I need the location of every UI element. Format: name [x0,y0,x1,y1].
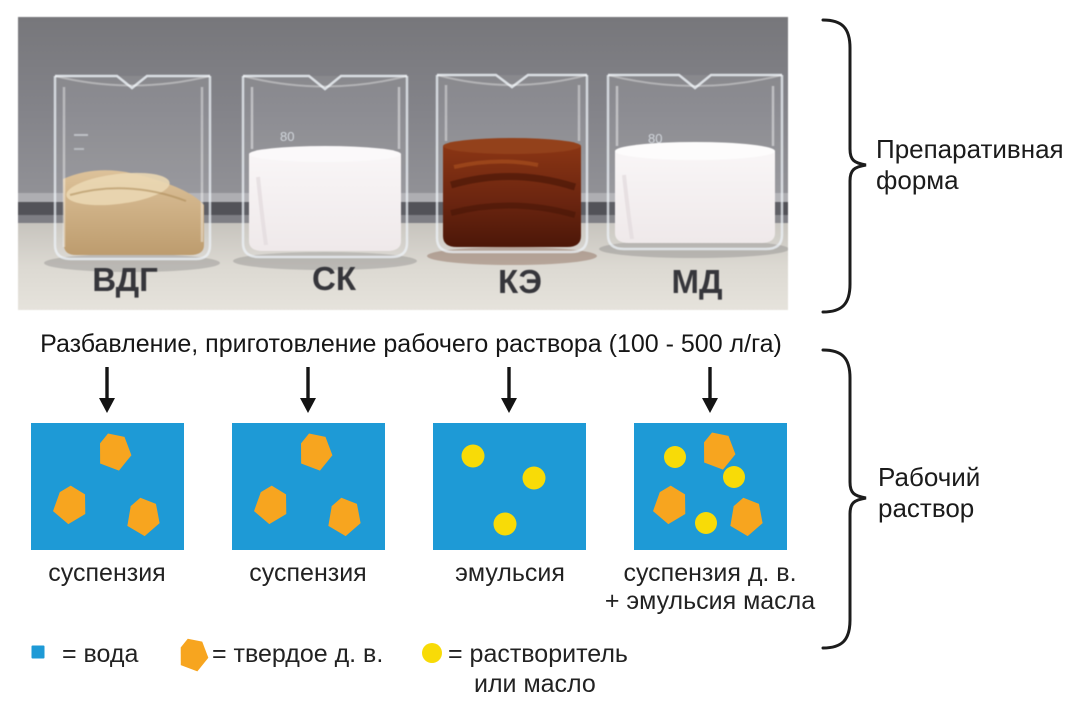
solid-particle-icon [730,497,763,537]
brace-icon [821,18,867,314]
solid-particle-icon [301,433,333,471]
working-solution-line1: Рабочий [878,462,981,492]
beaker-4: 80 МД [606,73,784,300]
beakers-photo: ВДГ 80 СК [18,17,788,310]
beaker-1: ВДГ [53,74,212,298]
solution-label-4: суспензия д. в. + эмульсия масла [590,559,830,615]
brace-icon [821,348,867,650]
solution-label-2: суспензия [188,559,428,587]
table-rail-light [18,193,788,202]
down-arrow-icon-2 [299,367,317,413]
solid-particle-icon [127,497,160,537]
dilution-text: Разбавление, приготовление рабочего раст… [40,330,782,358]
legend-oil-line1: = растворитель [448,640,628,668]
down-arrow-icon-3 [500,367,518,413]
solution-label-line1: суспензия д. в. [623,559,797,587]
preparative-form-brace [818,14,874,316]
beaker-2: 80 СК [241,74,409,297]
solution-box-suspension-2 [232,423,385,550]
beaker-4-label: МД [672,263,723,300]
oil-droplet-icon [493,512,517,536]
solution-label-line2: + эмульсия масла [604,587,816,615]
beaker-1-label: ВДГ [92,261,158,298]
working-solution-brace [818,344,874,654]
working-solution-label: Рабочий раствор [878,462,980,524]
solid-particle-icon [653,485,686,525]
legend-water-icon [31,645,45,664]
preparative-form-line1: Препаративная [876,134,1064,164]
oil-droplet-icon [695,512,717,534]
solid-particle-icon [254,485,287,525]
solution-label-line1: эмульсия [455,559,565,587]
beaker-2-label: СК [312,260,357,297]
solution-label-line1: суспензия [48,559,166,587]
beaker-3: КЭ [435,73,589,300]
beaker-4-graduation: 80 [648,131,662,146]
legend-water-text: = вода [62,640,139,668]
solution-box-suspension-1 [31,423,184,550]
legend-solid-text: = твердое д. в. [212,640,384,668]
table-rail-mid [18,215,788,223]
oil-droplet-icon [664,446,686,468]
solution-label-1: суспензия [0,559,227,587]
solution-label-line1: суспензия [249,559,367,587]
legend-oil-text: = растворитель или масло [448,641,628,698]
solution-box-emulsion [433,423,586,550]
legend-oil-icon [421,642,443,669]
oil-droplet-icon [522,466,546,490]
oil-droplet-icon [723,466,745,488]
beaker-3-label: КЭ [498,263,542,300]
solid-particle-icon [53,485,86,525]
working-solution-line2: раствор [878,493,975,523]
solid-particle-icon [100,433,132,471]
beaker-2-graduation: 80 [280,129,294,144]
oil-droplet-icon [461,444,485,468]
solid-particle-icon [704,432,736,470]
preparative-form-label: Препаративная форма [876,134,1064,196]
down-arrow-icon-4 [701,367,719,413]
down-arrow-icon-1 [98,367,116,413]
legend-oil-line2: или масло [474,670,596,698]
solution-label-3: эмульсия [390,559,630,587]
preparative-form-line2: форма [876,165,959,195]
beakers-photo-art: ВДГ 80 СК [18,17,788,310]
solid-particle-icon [328,497,361,537]
legend-solid-icon [176,636,212,679]
solution-box-suspoemulsion [634,423,787,550]
